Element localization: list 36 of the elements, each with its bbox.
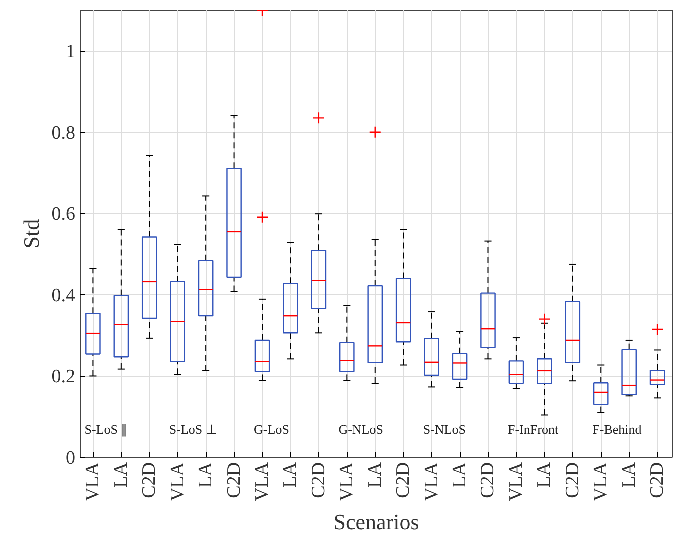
x-tick-label: LA (364, 462, 386, 488)
x-tick-label: LA (110, 462, 132, 488)
x-tick-label: C2D (308, 462, 330, 498)
annotation: F-Behind (592, 422, 642, 438)
x-tick-label: C2D (224, 462, 245, 498)
x-tick-label: LA (618, 462, 640, 488)
x-tick-label: VLA (167, 462, 188, 502)
x-tick-label: C2D (393, 462, 414, 498)
x-tick-label: LA (534, 462, 556, 488)
y-tick-label: 1 (66, 42, 76, 63)
annotation: G-NLoS (338, 422, 384, 438)
x-tick-label: C2D (647, 462, 668, 498)
x-tick-label: VLA (252, 462, 273, 502)
annotation: S-NLoS (423, 422, 466, 438)
annotation: G-LoS (254, 422, 290, 438)
annotation: S-LoS ⊥ (169, 422, 217, 438)
x-tick-label: LA (196, 462, 217, 488)
y-tick-label: 0.4 (52, 285, 76, 306)
y-tick-label: 0.2 (52, 366, 76, 388)
x-tick-label: VLA (506, 462, 527, 502)
x-tick-label: LA (280, 462, 302, 488)
x-tick-label: C2D (139, 462, 160, 498)
x-tick-label: VLA (336, 462, 358, 502)
y-tick-label: 0.8 (52, 122, 76, 144)
x-tick-label: VLA (82, 462, 104, 502)
x-tick-label: VLA (421, 462, 442, 502)
annotation: F-InFront (508, 422, 559, 438)
x-tick-label: C2D (562, 462, 584, 498)
x-tick-label: VLA (590, 462, 612, 502)
x-tick-label: C2D (478, 462, 499, 498)
x-axis-title: Scenarios (334, 510, 420, 535)
annotation: S-LoS ∥ (84, 422, 128, 438)
y-tick-label: 0.6 (52, 204, 76, 226)
y-axis-title: Std (18, 219, 44, 249)
y-tick-label: 0 (66, 448, 76, 469)
x-tick-label: LA (450, 462, 471, 488)
